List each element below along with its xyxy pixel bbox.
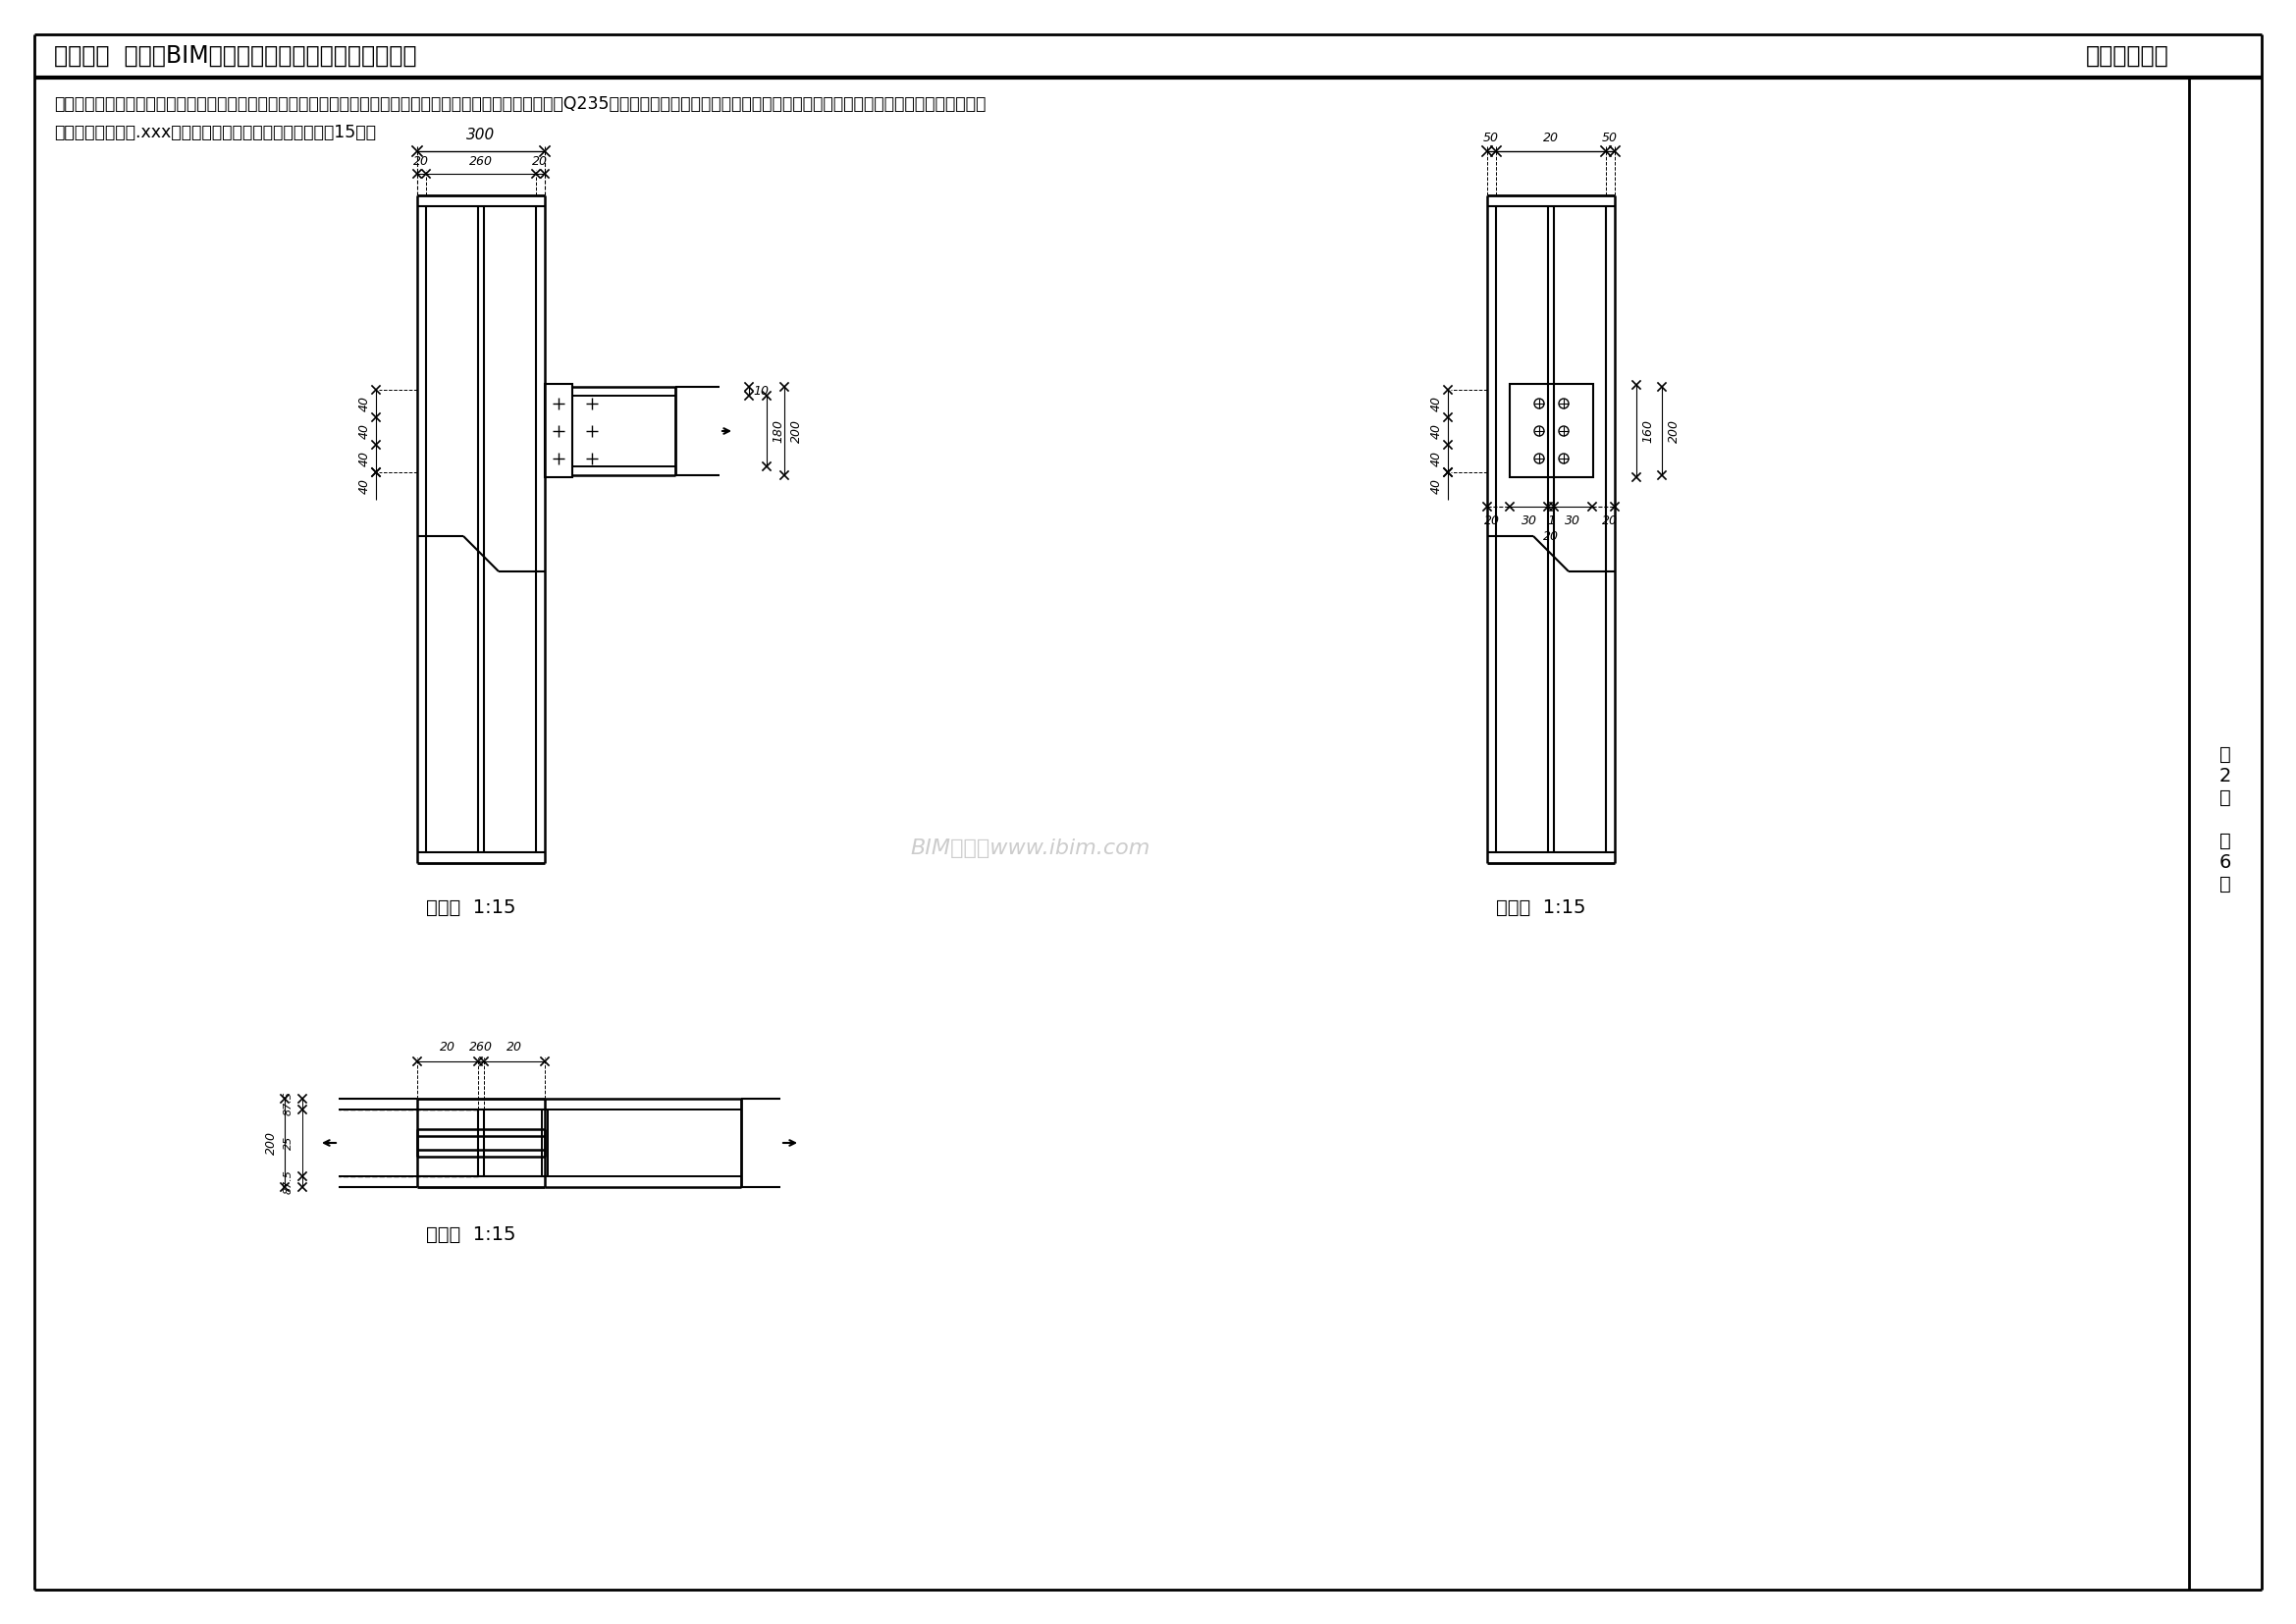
Text: 第
2
页

共
6
页: 第 2 页 共 6 页 (2220, 745, 2232, 893)
Text: 200: 200 (1667, 419, 1681, 443)
Text: 200: 200 (790, 419, 804, 443)
Text: 40: 40 (1430, 451, 1442, 466)
Text: 俧视图  1:15: 俧视图 1:15 (427, 1224, 517, 1244)
Text: 20: 20 (413, 154, 429, 167)
Text: 20: 20 (533, 154, 549, 167)
Text: 50: 50 (1483, 132, 1499, 145)
Text: 件以「工字锂节点.xxx」为文件名保存到考生文件夹中。（15分）: 件以「工字锂节点.xxx」为文件名保存到考生文件夹中。（15分） (55, 123, 377, 141)
Bar (544, 383, 572, 477)
Text: 第十三期  「全国BIM技能等级考试」二级（结构）试题: 第十三期 「全国BIM技能等级考试」二级（结构）试题 (55, 44, 416, 68)
Text: 25: 25 (285, 1135, 294, 1150)
Text: 180: 180 (771, 419, 785, 443)
Text: 160: 160 (1642, 419, 1655, 443)
Text: 20: 20 (1543, 132, 1559, 145)
Text: 40: 40 (358, 424, 370, 438)
Text: 30: 30 (1522, 515, 1538, 526)
Text: 87.5: 87.5 (285, 1169, 294, 1194)
Text: 260: 260 (468, 1041, 494, 1054)
Text: 20: 20 (441, 1041, 455, 1054)
Bar (1511, 383, 1593, 477)
Text: 中国图学学会: 中国图学学会 (2087, 44, 2170, 68)
Text: 50: 50 (1603, 132, 1619, 145)
Text: 40: 40 (1430, 424, 1442, 438)
Text: BIM考试题www.ibim.com: BIM考试题www.ibim.com (912, 838, 1150, 857)
Text: 主视图  1:15: 主视图 1:15 (427, 898, 517, 916)
Text: 30: 30 (1564, 515, 1580, 526)
Text: 20: 20 (1603, 515, 1619, 526)
Text: 20: 20 (1543, 529, 1559, 542)
Text: 40: 40 (358, 396, 370, 411)
Text: 87.5: 87.5 (285, 1091, 294, 1116)
Text: 1: 1 (1548, 515, 1554, 526)
Text: 40: 40 (358, 451, 370, 466)
Text: 20: 20 (1483, 515, 1499, 526)
Text: 260: 260 (468, 154, 494, 167)
Text: 10: 10 (753, 385, 769, 398)
Text: 二、根据如下图纸及尺寸，创建工字锂及其节点模型。工字锂的长度及其他未标注尺寸取合理值即可，锂材强度取Q235，螺栓尺寸自行选择合理值（螺栓及螺母外轮廓之间应留有: 二、根据如下图纸及尺寸，创建工字锂及其节点模型。工字锂的长度及其他未标注尺寸取合… (55, 96, 985, 114)
Text: 40: 40 (358, 477, 370, 494)
Text: 200: 200 (264, 1130, 278, 1155)
Text: 20: 20 (507, 1041, 521, 1054)
Text: 300: 300 (466, 128, 496, 143)
Text: 40: 40 (1430, 477, 1442, 494)
Text: 40: 40 (1430, 396, 1442, 411)
Text: 右视图  1:15: 右视图 1:15 (1497, 898, 1587, 916)
